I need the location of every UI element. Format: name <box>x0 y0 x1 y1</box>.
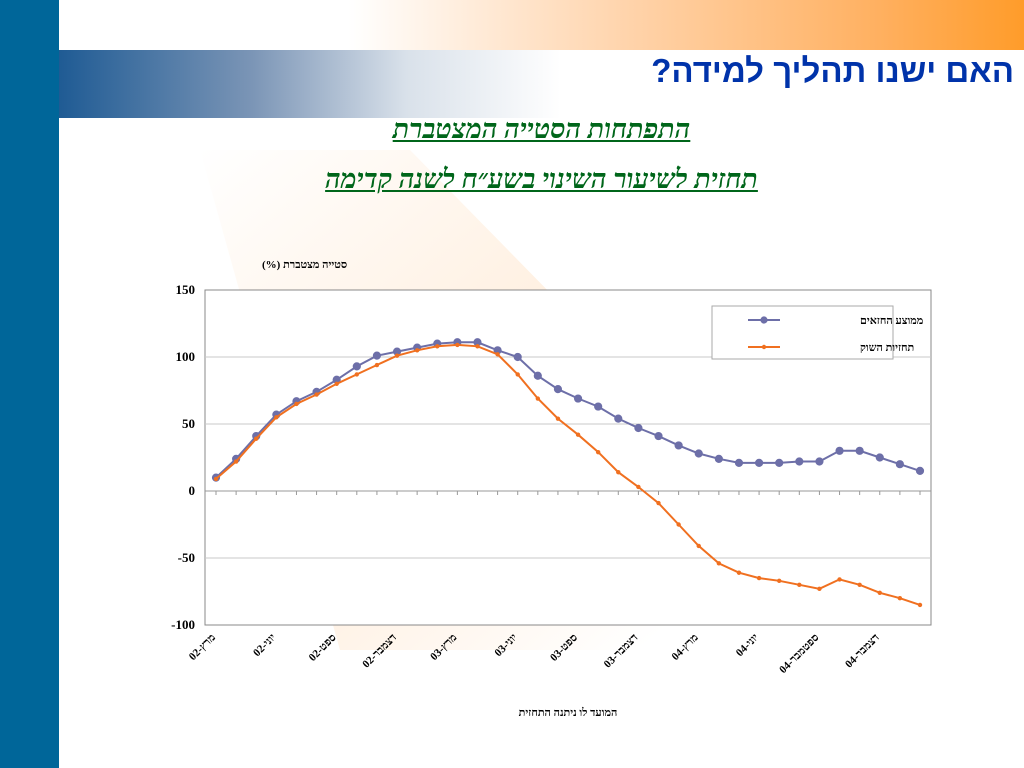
x-tick-label: ספט-03 <box>548 632 580 664</box>
x-tick-label: דצמבר-02 <box>360 632 399 671</box>
series-2-point <box>736 570 742 575</box>
series-2-point <box>555 416 561 421</box>
legend-label-2: תחזיות השוק <box>860 342 914 354</box>
x-tick-label: יוני-03 <box>492 632 520 660</box>
series-2-point <box>274 415 279 420</box>
chart-subtitle-2: תחזית לשיעור השינוי בשע״ח לשנה קדימה <box>325 164 758 194</box>
series-2-point <box>676 522 681 527</box>
x-tick-label: דצמבר-04 <box>843 632 882 671</box>
series-2-point <box>314 392 319 397</box>
series-2-point <box>334 381 339 386</box>
series-1-point <box>513 352 522 362</box>
x-tick-label: ספט-02 <box>307 632 339 664</box>
x-tick-label: יוני-02 <box>251 632 279 660</box>
series-2-point <box>374 362 380 368</box>
left-sidebar-bar <box>0 0 59 768</box>
series-2-point <box>535 396 541 401</box>
series-1-point <box>372 351 382 360</box>
series-2-point <box>656 500 661 506</box>
series-2-point <box>595 449 601 455</box>
chart-subtitle-1: התפתחות הסטייה המצטברת <box>392 114 691 144</box>
series-2-point <box>515 372 520 377</box>
series-1-point <box>594 402 603 411</box>
series-2-point <box>455 342 460 348</box>
legend-marker-2 <box>761 344 767 350</box>
series-2-point <box>897 596 903 601</box>
series-2-point <box>857 582 862 587</box>
y-tick-label: 100 <box>176 349 196 364</box>
series-1-point <box>674 441 683 450</box>
series-2-point <box>294 401 299 407</box>
x-tick-label: ספטמבר-04 <box>777 632 821 676</box>
series-1-point <box>714 454 723 463</box>
series-2-point <box>917 602 923 608</box>
x-tick-label: מרץ-04 <box>670 632 701 663</box>
y-axis-title: סטייה מצטברת (%) <box>262 259 347 271</box>
series-2-point <box>777 578 782 583</box>
x-axis-title: המועד לו ניתנה התחזית <box>519 707 618 719</box>
y-tick-label: -100 <box>171 617 195 632</box>
series-2-point <box>716 561 722 566</box>
series-1-point <box>352 362 361 371</box>
series-2-point <box>233 459 239 464</box>
y-tick-label: 150 <box>176 282 196 297</box>
y-tick-label: 0 <box>189 483 196 498</box>
series-2-point <box>575 432 581 437</box>
series-1-point <box>775 458 784 467</box>
series-2-point <box>254 436 259 441</box>
page-title: האם ישנו תהליך למידה? <box>651 52 1014 89</box>
legend: ממוצע החזאים תחזיות השוק <box>711 305 923 360</box>
series-1-point <box>573 394 583 403</box>
series-line-2 <box>215 343 921 606</box>
series-1-point <box>855 446 864 455</box>
series-1-point <box>553 385 563 394</box>
series-2-point <box>817 586 822 592</box>
series-2-point <box>213 476 219 482</box>
series-2-point <box>475 344 480 349</box>
series-2-point <box>394 353 400 358</box>
x-tick-label: מרץ-02 <box>187 632 218 663</box>
series-2-point <box>756 575 762 581</box>
series-2-point <box>435 344 440 349</box>
series-2-point <box>877 590 882 596</box>
series-1-point <box>815 457 824 466</box>
title-gradient-band <box>59 50 1024 118</box>
series-layer <box>211 338 925 608</box>
x-tick-label: דצמבר-03 <box>602 632 641 671</box>
legend-marker-1 <box>760 316 768 324</box>
series-2-point <box>837 577 842 582</box>
series-1-point <box>694 449 703 458</box>
series-1-point <box>654 431 663 441</box>
series-2-point <box>414 348 420 353</box>
x-tick-label: מרץ-03 <box>428 632 459 663</box>
series-1-point <box>734 458 744 467</box>
y-tick-label: -50 <box>178 550 195 565</box>
series-2-point <box>616 470 621 475</box>
series-1-point <box>835 446 844 455</box>
series-1-point <box>915 466 925 475</box>
x-tick-label: יוני-04 <box>734 632 762 660</box>
top-gradient-band <box>59 0 1024 50</box>
series-2-point <box>354 372 359 377</box>
y-tick-label: 50 <box>182 416 195 431</box>
legend-label-1: ממוצע החזאים <box>860 315 923 327</box>
series-2-point <box>696 543 701 549</box>
series-1-point <box>533 371 542 380</box>
series-1-point <box>634 423 643 433</box>
series-2-point <box>495 352 500 357</box>
series-1-point <box>754 458 764 467</box>
legend-box <box>711 305 894 360</box>
series-1-point <box>614 414 623 423</box>
series-1-point <box>895 460 904 469</box>
series-1-point <box>875 453 884 462</box>
series-2-point <box>636 484 641 490</box>
series-2-point <box>797 582 802 587</box>
series-1-point <box>795 457 804 466</box>
